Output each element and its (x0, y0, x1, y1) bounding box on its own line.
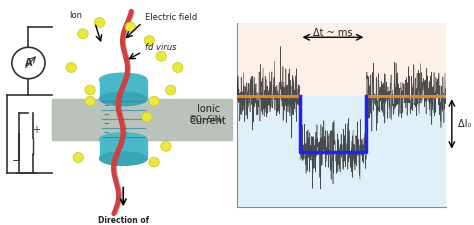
Circle shape (144, 36, 155, 45)
Circle shape (161, 141, 171, 151)
Circle shape (85, 85, 95, 95)
Circle shape (149, 96, 159, 106)
Circle shape (165, 85, 176, 95)
Text: Ion: Ion (69, 11, 82, 20)
Circle shape (156, 51, 166, 61)
Text: −: − (103, 112, 109, 118)
Ellipse shape (100, 73, 147, 87)
Circle shape (73, 153, 83, 162)
Circle shape (66, 63, 76, 72)
Circle shape (78, 29, 88, 39)
Circle shape (173, 63, 183, 72)
Text: −: − (103, 121, 109, 127)
Circle shape (125, 22, 136, 32)
Ellipse shape (100, 133, 147, 146)
Circle shape (149, 157, 159, 167)
Text: A: A (25, 58, 32, 68)
Text: fd virus: fd virus (145, 43, 176, 52)
Circle shape (85, 96, 95, 106)
Ellipse shape (100, 152, 147, 165)
Text: Electric field: Electric field (145, 13, 197, 22)
Bar (100, 80, 147, 99)
Text: −: − (12, 156, 21, 166)
Text: Direction of
translocation: Direction of translocation (94, 216, 152, 225)
Circle shape (142, 112, 152, 122)
Text: −: − (103, 103, 109, 109)
Bar (237, 96, 446, 207)
Text: +: + (32, 125, 39, 135)
Text: Δt ~ ms: Δt ~ ms (313, 28, 353, 38)
Text: SiO₂-SiNₓ: SiO₂-SiNₓ (190, 115, 225, 124)
Text: −: − (103, 130, 109, 136)
Circle shape (94, 18, 105, 27)
Bar (100, 140, 147, 159)
Ellipse shape (100, 92, 147, 106)
Bar (52, 99, 232, 140)
Text: ΔI₀ ~ nA: ΔI₀ ~ nA (458, 119, 474, 129)
Text: Ionic
Current: Ionic Current (190, 104, 227, 126)
